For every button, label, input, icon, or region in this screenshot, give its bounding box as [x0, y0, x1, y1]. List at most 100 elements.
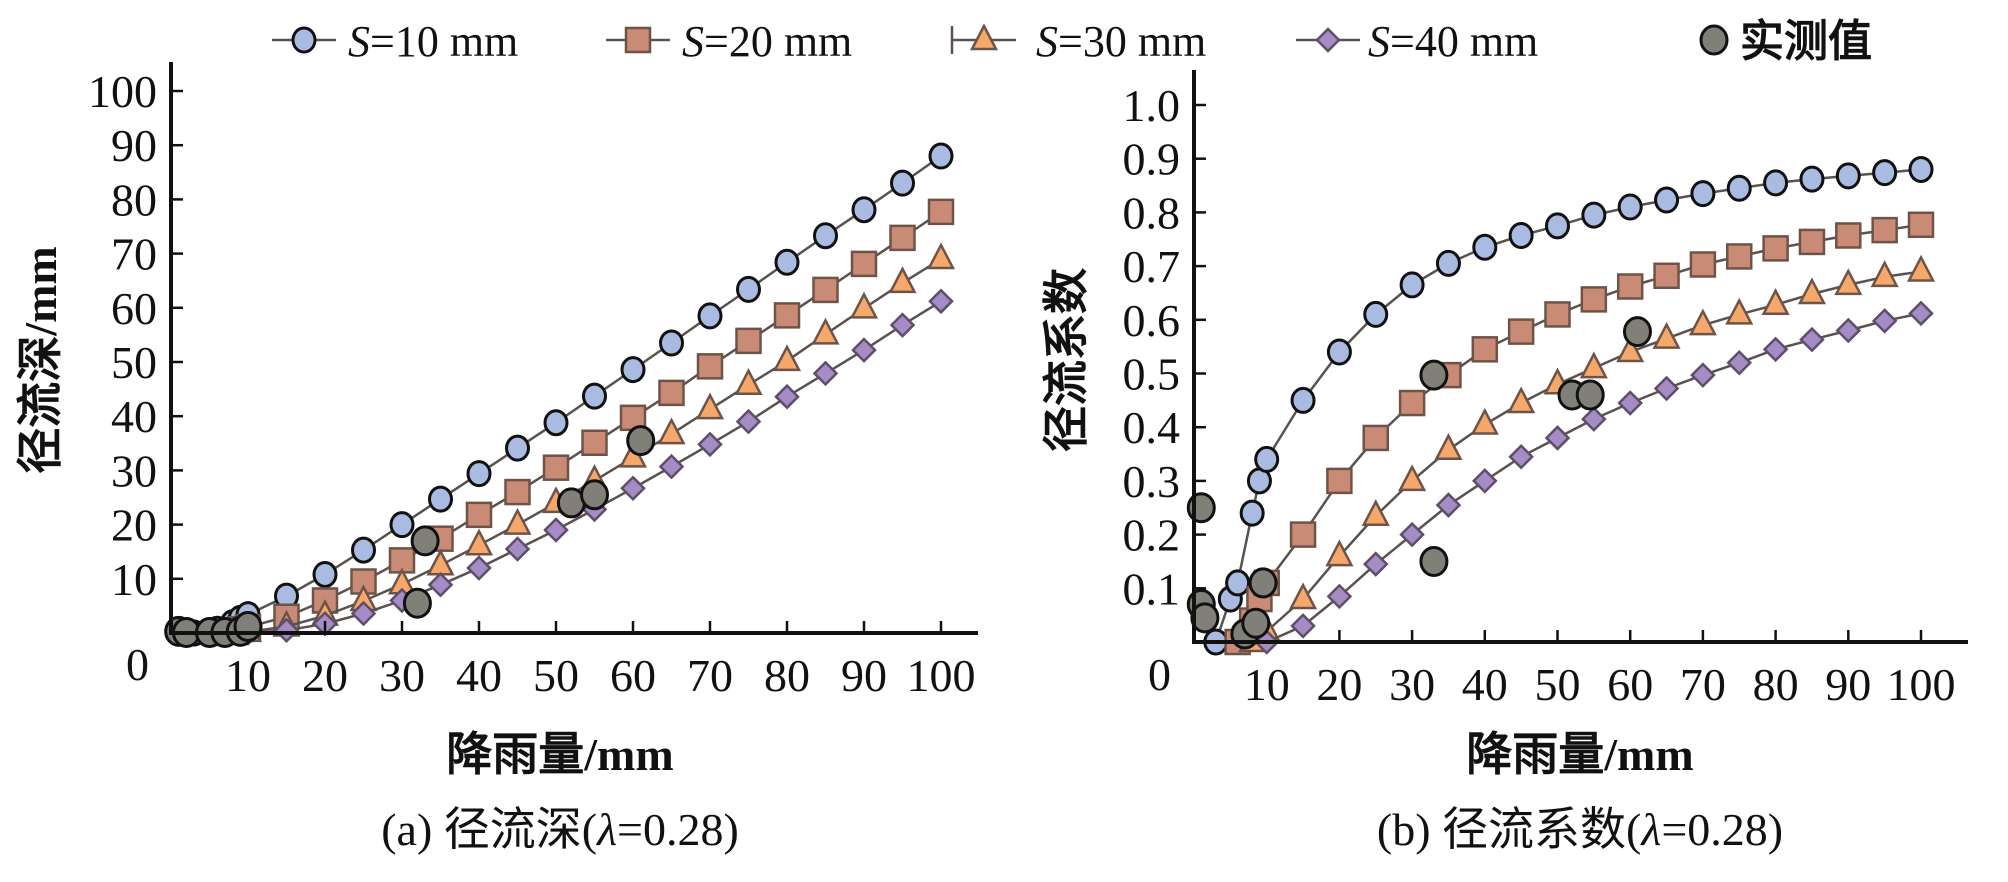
- legend-item-measured: 实测值: [1699, 17, 1872, 66]
- data-point: [464, 528, 494, 556]
- data-point: [543, 517, 569, 543]
- data-point: [543, 409, 569, 437]
- legend-label-prefix: S: [1368, 17, 1390, 66]
- data-point: [1435, 492, 1462, 518]
- y-axis-title-b: 径流系数: [1041, 268, 1092, 452]
- data-point: [657, 417, 686, 445]
- data-point: [350, 600, 377, 627]
- legend-item-s40: S=40 mm: [1296, 17, 1538, 66]
- x-tick-label: 30: [1389, 659, 1435, 710]
- data-point: [1761, 288, 1790, 316]
- x-tick-label: 80: [1753, 659, 1799, 710]
- measured-point: [402, 587, 432, 619]
- data-point: [1254, 445, 1280, 473]
- y-axis-title-a: 径流深/mm: [15, 246, 66, 473]
- x-tick-label: 90: [1825, 659, 1871, 710]
- data-point: [1799, 165, 1825, 193]
- data-point: [1798, 228, 1826, 256]
- data-point: [928, 142, 954, 170]
- x-tick-label: 30: [379, 650, 425, 701]
- y-tick-label: 80: [111, 174, 157, 225]
- y-tick-label: 20: [111, 500, 157, 551]
- origin-label-b: 0: [1148, 649, 1171, 700]
- data-point: [620, 356, 646, 384]
- data-point: [1762, 336, 1789, 363]
- diamond-legend-marker: [1315, 27, 1341, 53]
- y-tick-label: 0.3: [1123, 456, 1181, 507]
- triangle-marker-icon: [969, 23, 999, 51]
- data-point: [889, 224, 916, 252]
- data-point: [926, 242, 956, 270]
- data-point: [1762, 235, 1789, 262]
- y-tick-label: 30: [111, 445, 157, 496]
- data-point: [312, 560, 338, 588]
- data-point: [1726, 174, 1752, 202]
- data-point: [1689, 251, 1717, 278]
- y-tick-label: 0.4: [1123, 402, 1181, 453]
- measured-point: [1190, 602, 1220, 634]
- data-point: [1434, 433, 1463, 461]
- data-point: [427, 571, 454, 598]
- x-axis-title-a: 降雨量/mm: [446, 729, 673, 780]
- x-tick-label: 50: [1535, 659, 1581, 710]
- data-point: [1654, 186, 1680, 214]
- data-point: [696, 353, 724, 380]
- x-tick-label: 70: [687, 650, 733, 701]
- legend-label-prefix: S: [1036, 17, 1058, 66]
- data-point: [581, 429, 608, 457]
- data-point: [504, 536, 531, 562]
- legend-label-prefix: S: [682, 17, 704, 66]
- data-point: [1544, 301, 1571, 328]
- data-point: [1835, 317, 1862, 344]
- data-point: [736, 275, 761, 303]
- origin-label-a: 0: [126, 639, 149, 690]
- data-point: [1290, 613, 1316, 639]
- data-point: [1835, 162, 1861, 190]
- x-tick-label: 100: [1887, 659, 1956, 710]
- data-point: [1906, 254, 1936, 282]
- square-legend-marker: [624, 26, 652, 54]
- measured-legend-marker: [1699, 24, 1729, 56]
- data-point: [697, 431, 723, 458]
- legend-label: =20 mm: [704, 17, 852, 66]
- data-point: [851, 196, 877, 224]
- data-point: [774, 248, 800, 276]
- data-point: [1834, 268, 1863, 296]
- diamond-marker-icon: [1315, 27, 1341, 53]
- y-tick-label: 60: [111, 283, 157, 334]
- data-point: [888, 266, 917, 294]
- series-line: [217, 210, 942, 635]
- legend-label: =10 mm: [370, 17, 518, 66]
- data-point: [1799, 326, 1825, 353]
- data-point: [465, 501, 493, 529]
- y-tick-label: 0.9: [1123, 134, 1181, 185]
- svg-text:S=10 mm: S=10 mm: [348, 17, 518, 66]
- data-point: [1872, 159, 1898, 187]
- data-point: [1507, 318, 1535, 345]
- ticks-a: 10 20 30 40 50 60 70 80 90 1001020304050607080901…: [88, 66, 976, 701]
- data-point: [1399, 271, 1425, 299]
- y-tick-label: 0.1: [1123, 563, 1181, 614]
- data-point: [658, 379, 685, 407]
- square-marker-icon: [624, 26, 652, 54]
- data-point: [1239, 499, 1265, 527]
- measured-point: [626, 425, 656, 457]
- data-point: [1544, 425, 1571, 451]
- legend: S=10 mm S=20 mm S=30 mm S=40 mm 实测值: [272, 17, 1872, 66]
- data-point: [542, 454, 570, 481]
- data-point: [1690, 362, 1716, 388]
- measured-marker-icon: [1699, 24, 1729, 56]
- data-point: [351, 536, 376, 564]
- data-point: [1435, 249, 1461, 277]
- data-point: [1652, 321, 1681, 349]
- legend-item-s10: S=10 mm: [272, 17, 518, 66]
- measured-point: [1248, 567, 1278, 599]
- data-point: [1688, 308, 1717, 336]
- data-point: [811, 317, 840, 345]
- data-point: [812, 276, 839, 304]
- legend-item-s20: S=20 mm: [606, 17, 852, 66]
- x-tick-label: 60: [610, 650, 656, 701]
- data-point: [1508, 443, 1534, 470]
- data-point: [428, 485, 453, 513]
